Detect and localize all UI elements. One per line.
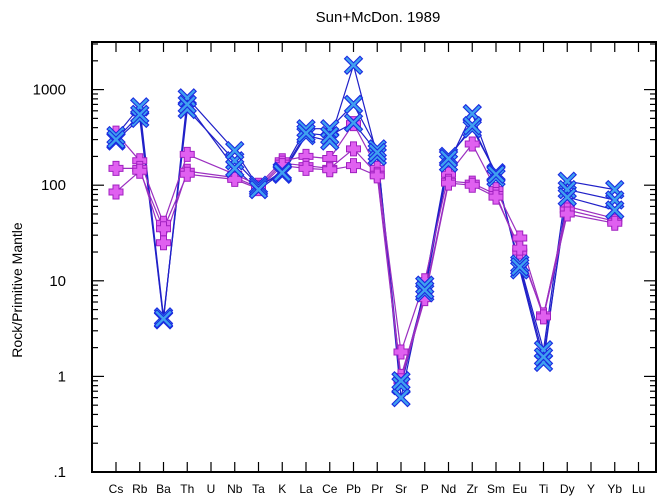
x-tick-label: La (299, 482, 313, 496)
marker-x (438, 148, 459, 169)
marker-x (343, 113, 364, 133)
marker-plus (441, 175, 456, 191)
plot-frame (91, 41, 657, 473)
x-tick-label: Eu (512, 482, 527, 496)
marker-x (153, 309, 174, 329)
marker-x (343, 94, 364, 115)
marker-plus (322, 162, 338, 178)
marker-plus (108, 160, 124, 176)
series-line-purple (116, 148, 615, 377)
x-tick-label: Pb (346, 482, 361, 496)
marker-plus (346, 141, 361, 157)
marker-plus (369, 168, 385, 184)
y-tick-label: 1 (58, 368, 66, 385)
marker-x (486, 164, 506, 185)
marker-x (391, 387, 411, 408)
marker-plus (607, 215, 623, 231)
marker-plus (536, 309, 551, 325)
x-tick-label: Lu (632, 482, 645, 496)
marker-plus (132, 163, 148, 179)
marker-plus (179, 146, 195, 162)
marker-x (462, 115, 483, 136)
marker-x (272, 162, 293, 183)
marker-x (296, 123, 316, 143)
marker-x (319, 131, 340, 151)
x-tick-label: Dy (560, 482, 575, 496)
x-tick-label: Zr (467, 482, 478, 496)
marker-x (296, 118, 316, 139)
x-tick-label: Y (587, 482, 595, 496)
x-tick-label: Nb (227, 482, 243, 496)
x-tick-label: Sm (487, 482, 505, 496)
y-tick-label: 100 (41, 177, 66, 194)
marker-x (557, 187, 578, 207)
x-tick-label: Yb (607, 482, 622, 496)
marker-x (414, 275, 435, 295)
y-tick-label: 1000 (33, 82, 66, 99)
marker-plus (464, 177, 480, 193)
marker-plus (488, 189, 504, 205)
marker-x (224, 140, 245, 161)
x-tick-label: Pr (371, 482, 383, 496)
x-tick-label: Ba (156, 482, 171, 496)
marker-x (533, 347, 554, 367)
marker-x (248, 179, 269, 200)
marker-x (224, 158, 245, 179)
marker-x (367, 139, 388, 159)
marker-plus (346, 158, 361, 174)
marker-plus (559, 206, 575, 222)
x-tick-label: Sr (395, 482, 407, 496)
x-tick-label: Ti (539, 482, 549, 496)
marker-x (391, 371, 411, 391)
marker-x (343, 55, 364, 75)
axis-ticks: .1 1 10 100 1000 Cs Rb Ba Th U Nb Ta K La Ce Pb Pr Sr P Nd Z… (33, 42, 656, 496)
x-tick-label: Cs (109, 482, 124, 496)
x-tick-label: Rb (132, 482, 148, 496)
marker-plus (298, 160, 314, 176)
marker-plus (179, 166, 195, 182)
marker-x (367, 142, 388, 163)
marker-x (509, 257, 530, 277)
marker-x (486, 167, 506, 188)
marker-x (129, 104, 150, 125)
marker-x (391, 375, 411, 396)
y-tick-label: .1 (53, 464, 66, 481)
marker-x (106, 125, 126, 146)
y-axis-label: Rock/Primitive Mantle (9, 222, 25, 358)
marker-plus (512, 240, 528, 256)
marker-plus (156, 235, 171, 251)
marker-x (414, 280, 435, 300)
marker-x (319, 125, 340, 146)
y-tick-label: 10 (49, 273, 66, 290)
chart-title: Sun+McDon. 1989 (316, 9, 441, 26)
x-tick-label: Ce (322, 482, 338, 496)
marker-x (177, 94, 198, 115)
x-tick-label: U (207, 482, 216, 496)
marker-plus (464, 136, 480, 152)
x-tick-label: Th (180, 482, 194, 496)
series-line-purple (115, 122, 615, 353)
marker-x (604, 200, 625, 220)
x-tick-label: Ta (252, 482, 265, 496)
marker-plus (156, 221, 171, 237)
marker-plus (108, 184, 124, 200)
series-markers (106, 55, 625, 408)
x-tick-label: K (278, 482, 286, 496)
marker-x (106, 129, 126, 150)
marker-x (129, 108, 150, 129)
marker-x (462, 103, 483, 124)
x-tick-label: P (421, 482, 429, 496)
marker-plus (393, 344, 409, 360)
x-tick-label: Nd (441, 482, 456, 496)
